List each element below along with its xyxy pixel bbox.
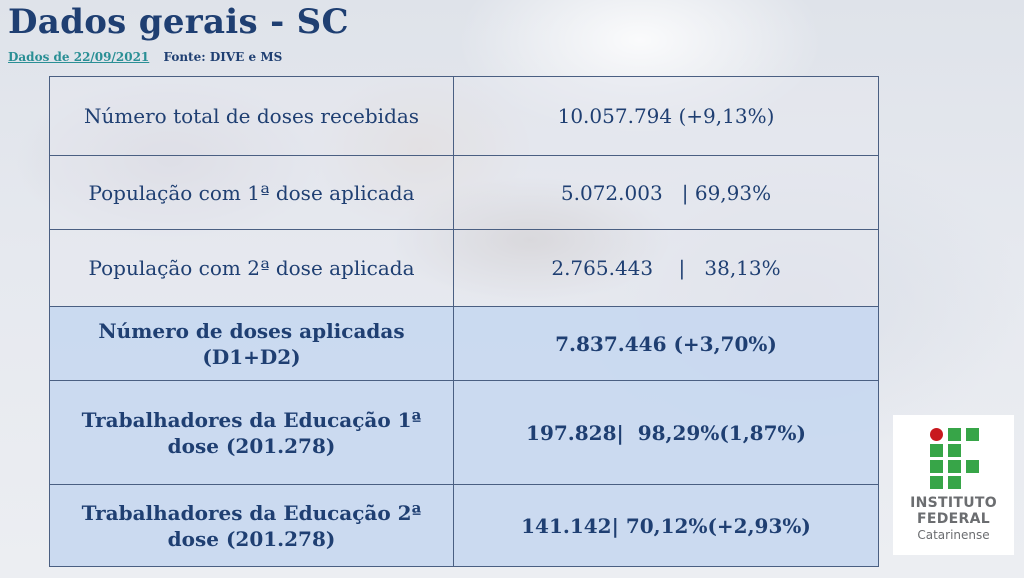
row-value: 197.828| 98,29%(1,87%) — [453, 380, 879, 485]
instituto-federal-logo: INSTITUTO FEDERAL Catarinense — [893, 415, 1014, 555]
row-label: População com 1ª dose aplicada — [49, 155, 454, 230]
row-value: 5.072.003 | 69,93% — [453, 155, 879, 230]
row-label: População com 2ª dose aplicada — [49, 229, 454, 307]
row-label: Número de doses aplicadas (D1+D2) — [49, 306, 454, 381]
row-label: Número total de doses recebidas — [49, 76, 454, 156]
table-row: População com 2ª dose aplicada 2.765.443… — [49, 229, 879, 307]
table-row: Trabalhadores da Educação 2ª dose (201.2… — [49, 484, 879, 567]
row-label: Trabalhadores da Educação 2ª dose (201.2… — [49, 484, 454, 567]
logo-line-1: INSTITUTO — [910, 495, 997, 511]
logo-line-3: Catarinense — [917, 528, 990, 542]
vaccination-table: Número total de doses recebidas 10.057.7… — [49, 76, 879, 567]
row-value: 10.057.794 (+9,13%) — [453, 76, 879, 156]
logo-mark-icon — [930, 428, 980, 490]
source-text: Fonte: DIVE e MS — [163, 50, 283, 64]
logo-text: INSTITUTO FEDERAL Catarinense — [893, 495, 1014, 543]
row-value: 7.837.446 (+3,70%) — [453, 306, 879, 381]
date-link[interactable]: Dados de 22/09/2021 — [8, 50, 150, 64]
page-title: Dados gerais - SC — [8, 2, 349, 42]
subtitle: Dados de 22/09/2021 Fonte: DIVE e MS — [8, 50, 282, 64]
row-label: Trabalhadores da Educação 1ª dose (201.2… — [49, 380, 454, 485]
logo-line-2: FEDERAL — [917, 511, 990, 527]
row-value: 141.142| 70,12%(+2,93%) — [453, 484, 879, 567]
table-row: Número de doses aplicadas (D1+D2) 7.837.… — [49, 306, 879, 381]
table-row: Número total de doses recebidas 10.057.7… — [49, 76, 879, 156]
row-value: 2.765.443 | 38,13% — [453, 229, 879, 307]
table-row: Trabalhadores da Educação 1ª dose (201.2… — [49, 380, 879, 485]
table-row: População com 1ª dose aplicada 5.072.003… — [49, 155, 879, 230]
